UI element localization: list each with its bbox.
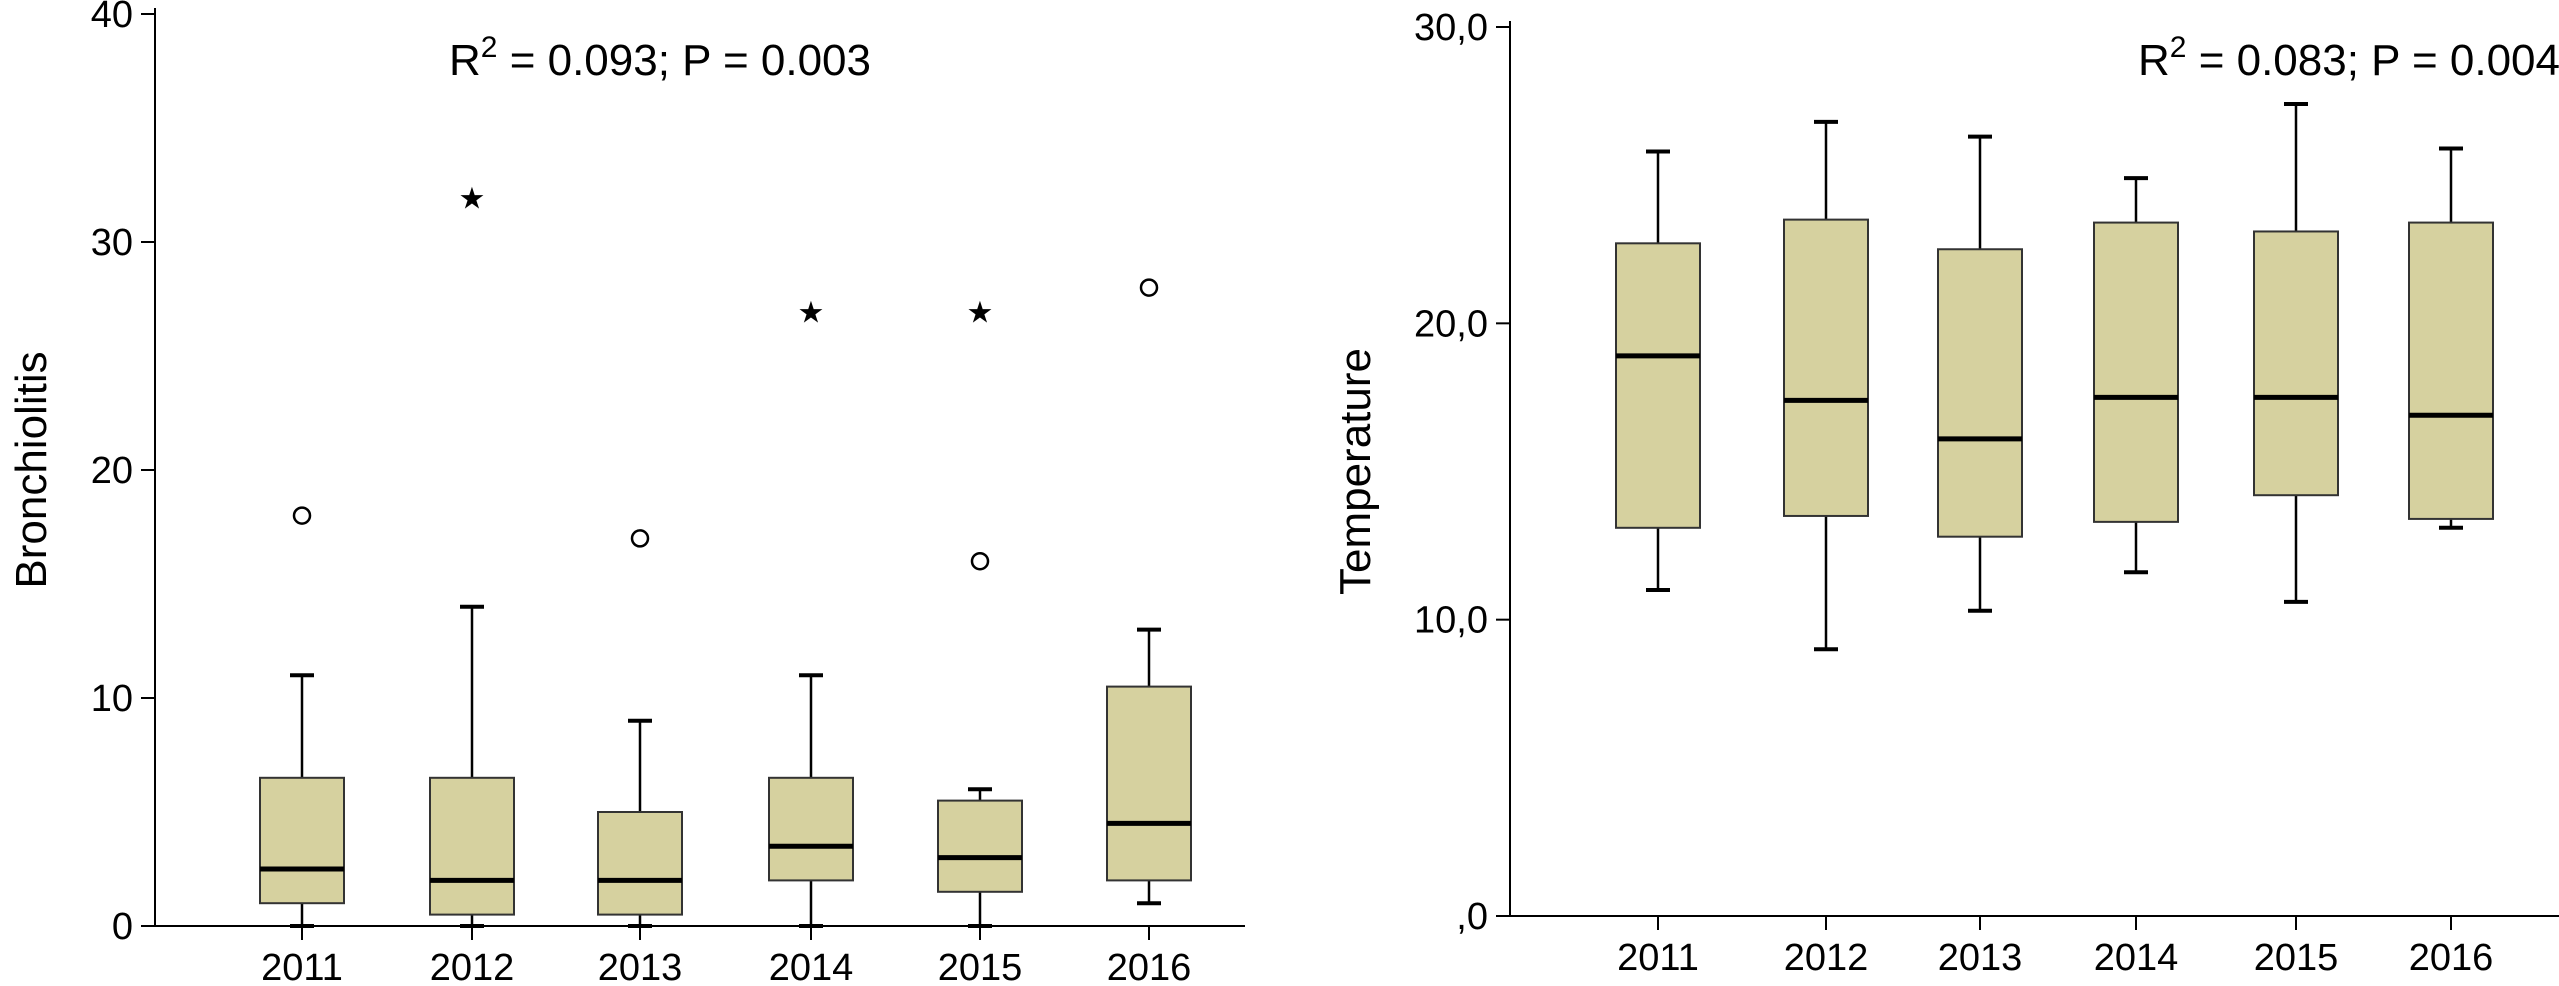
- box-2016: [1106, 278, 1192, 906]
- x-tick-label: 2014: [2094, 937, 2179, 979]
- box-2016: [2408, 146, 2494, 530]
- iqr-box: [2253, 230, 2339, 497]
- y-axis-title: Bronchiolitis: [7, 351, 56, 588]
- extreme-outlier-star: ★: [798, 295, 825, 330]
- box-2014: [2093, 176, 2179, 575]
- chart-panel-2: ,0 10,0 20,0 30,0 Temperature R2 = 0.083; P =…: [1331, 7, 2559, 979]
- box-2015: ★: [937, 295, 1023, 928]
- y-tick-label: 20,0: [1414, 303, 1488, 345]
- x-tick-label: 2015: [2254, 937, 2339, 979]
- x-tick-label: 2012: [430, 947, 515, 986]
- iqr-box: [2408, 221, 2494, 520]
- outlier-circle: [630, 529, 650, 548]
- annotation-superscript: 2: [481, 31, 498, 64]
- outlier-circle: [970, 551, 990, 571]
- box-2013: [597, 529, 683, 928]
- box-2015: [2253, 102, 2339, 604]
- box-2012: [1783, 119, 1869, 652]
- iqr-box: [429, 776, 515, 916]
- iqr-box: [1615, 242, 1701, 529]
- iqr-box: [768, 776, 854, 882]
- extreme-outlier-star: ★: [967, 295, 994, 330]
- y-tick-label: 30,0: [1414, 7, 1488, 49]
- iqr-box: [2093, 221, 2179, 523]
- stats-annotation: R2 = 0.083; P = 0.004: [2138, 31, 2559, 85]
- annotation-text: = 0.083; P = 0.004: [2186, 36, 2559, 85]
- iqr-box: [259, 776, 345, 905]
- iqr-box: [1106, 685, 1192, 882]
- x-tick-label: 2013: [598, 947, 683, 986]
- y-tick-label: 10,0: [1414, 600, 1488, 642]
- stats-annotation: R2 = 0.093; P = 0.003: [449, 31, 871, 85]
- annotation-prefix: R: [449, 36, 481, 85]
- annotation-superscript: 2: [2170, 31, 2187, 64]
- y-axis-title: Temperature: [1331, 348, 1380, 595]
- outlier-circle: [1139, 278, 1159, 297]
- box-2013: [1937, 134, 2023, 613]
- x-tick-label: 2013: [1938, 937, 2023, 979]
- y-tick-label: 0: [112, 906, 133, 948]
- box-2011: [259, 506, 345, 928]
- outlier-circle: [292, 506, 312, 525]
- chart-panel-1: 0 10 20 30 40 Bronchiolitis R2 = 0.093; P = 0.…: [7, 0, 1245, 986]
- iqr-box: [1937, 248, 2023, 538]
- x-tick-label: 2015: [938, 947, 1023, 986]
- y-tick-label: 30: [91, 222, 133, 264]
- box-2014: ★: [768, 295, 854, 928]
- iqr-box: [597, 811, 683, 916]
- extreme-outlier-star: ★: [459, 181, 486, 216]
- x-tick-label: 2016: [2409, 937, 2494, 979]
- y-tick-label: 20: [91, 450, 133, 492]
- box-2012: ★: [429, 181, 515, 928]
- x-tick-label: 2011: [261, 947, 343, 986]
- x-tick-label: 2011: [1617, 937, 1699, 979]
- y-tick-label: 40: [91, 0, 133, 36]
- annotation-prefix: R: [2138, 36, 2170, 85]
- box-2011: [1615, 149, 1701, 593]
- x-tick-label: 2012: [1784, 937, 1869, 979]
- x-tick-label: 2014: [769, 947, 854, 986]
- iqr-box: [937, 799, 1023, 893]
- iqr-box: [1783, 218, 1869, 517]
- y-tick-label: 10: [91, 678, 133, 720]
- annotation-text: = 0.093; P = 0.003: [497, 36, 871, 85]
- x-tick-label: 2016: [1107, 947, 1192, 986]
- y-tick-label: ,0: [1456, 896, 1488, 938]
